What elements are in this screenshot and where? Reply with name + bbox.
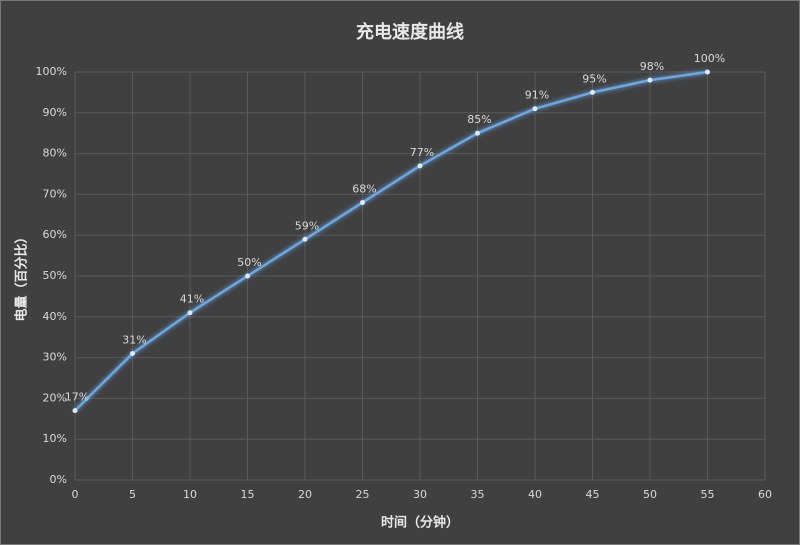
x-tick-label: 55	[701, 488, 715, 501]
y-tick-label: 50%	[43, 269, 67, 282]
y-tick-label: 90%	[43, 106, 67, 119]
y-tick-label: 0%	[50, 473, 67, 486]
x-tick-label: 35	[471, 488, 485, 501]
y-tick-label: 70%	[43, 187, 67, 200]
y-tick-label: 20%	[43, 391, 67, 404]
data-label: 77%	[410, 146, 434, 159]
point	[302, 236, 308, 242]
x-tick-label: 0	[72, 488, 79, 501]
data-label: 17%	[65, 391, 89, 404]
y-tick-label: 40%	[43, 310, 67, 323]
x-tick-label: 30	[413, 488, 427, 501]
point	[475, 130, 480, 136]
line	[74, 70, 708, 412]
x-tick-label: 40	[528, 488, 542, 501]
x-tick-label: 50	[643, 488, 657, 501]
x-tick-label: 45	[586, 488, 600, 501]
point	[647, 77, 653, 83]
point	[417, 163, 423, 169]
point	[705, 69, 710, 75]
chart-title: 充电速度曲线	[356, 21, 464, 43]
data-label: 91%	[525, 89, 549, 102]
x-tick-label: 5	[129, 488, 136, 501]
x-tick-label: 15	[241, 488, 255, 501]
point	[532, 106, 538, 112]
x-tick-label: 10	[183, 488, 197, 501]
data-label: 59%	[295, 219, 319, 232]
point	[590, 89, 595, 95]
data-label: 41%	[180, 293, 204, 306]
y-tick-label: 80%	[43, 147, 67, 160]
x-axis-label: 时间（分钟）	[381, 515, 459, 531]
data-label: 85%	[467, 113, 491, 126]
point	[130, 351, 135, 357]
y-axis-label: 电量（百分比）	[14, 230, 30, 321]
y-tick-label: 60%	[43, 228, 67, 241]
x-tick-label: 20	[298, 488, 312, 501]
data-label: 31%	[122, 334, 146, 347]
point	[187, 310, 193, 316]
y-tick-label: 10%	[43, 432, 67, 445]
y-tick-label: 30%	[43, 351, 67, 364]
point	[245, 273, 250, 279]
data-label: 98%	[640, 60, 664, 73]
x-tick-label: 60	[758, 488, 772, 501]
data-label: 95%	[582, 72, 606, 85]
data-label: 50%	[237, 256, 261, 269]
x-tick-label: 25	[356, 488, 370, 501]
y-tick-label: 100%	[36, 65, 67, 78]
data-label: 100%	[694, 52, 725, 65]
point	[72, 408, 78, 414]
point	[360, 200, 365, 206]
data-label: 68%	[352, 183, 376, 196]
